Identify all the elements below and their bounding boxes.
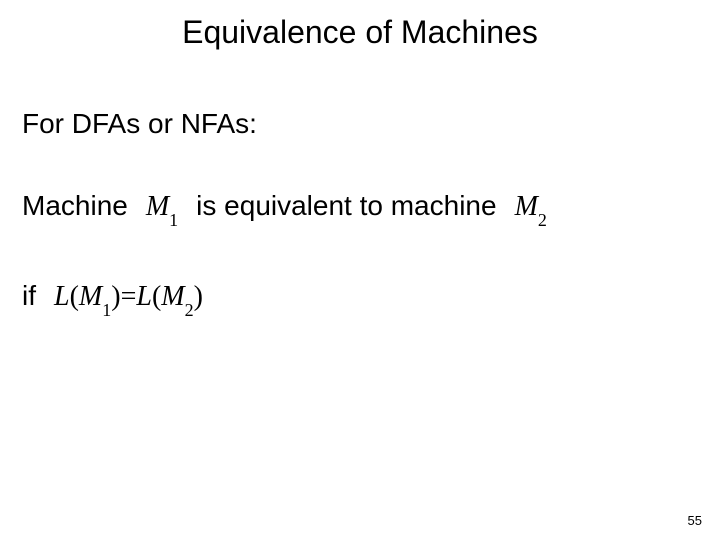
condition-line: if L(M1)=L(M2)	[22, 280, 203, 317]
symbol-m2-letter: M	[515, 191, 538, 222]
eq-M2-sub: 2	[185, 300, 194, 320]
symbol-m1-sub: 1	[169, 210, 178, 230]
eq-equals: =	[121, 281, 137, 312]
eq-open1: (	[70, 281, 79, 312]
eq-open2: (	[152, 281, 161, 312]
slide-title: Equivalence of Machines	[0, 14, 720, 51]
symbol-m1-letter: M	[146, 191, 169, 222]
equation: L(M1)=L(M2)	[54, 281, 203, 317]
symbol-m2: M2	[515, 191, 547, 227]
slide: Equivalence of Machines For DFAs or NFAs…	[0, 0, 720, 540]
eq-L1: L	[54, 281, 70, 312]
if-text: if	[22, 280, 36, 312]
eq-close1: )	[111, 281, 120, 312]
eq-close2: )	[194, 281, 203, 312]
subheading: For DFAs or NFAs:	[22, 108, 257, 140]
equivalence-sentence: Machine M1 is equivalent to machine M2	[22, 190, 547, 227]
eq-L2: L	[136, 281, 152, 312]
sentence-part2: is equivalent to machine	[196, 190, 496, 222]
eq-M1-sub: 1	[102, 300, 111, 320]
eq-M2-letter: M	[161, 281, 184, 312]
symbol-m1: M1	[146, 191, 178, 227]
page-number: 55	[688, 513, 702, 528]
sentence-part1: Machine	[22, 190, 128, 222]
symbol-m2-sub: 2	[538, 210, 547, 230]
eq-M1-letter: M	[79, 281, 102, 312]
